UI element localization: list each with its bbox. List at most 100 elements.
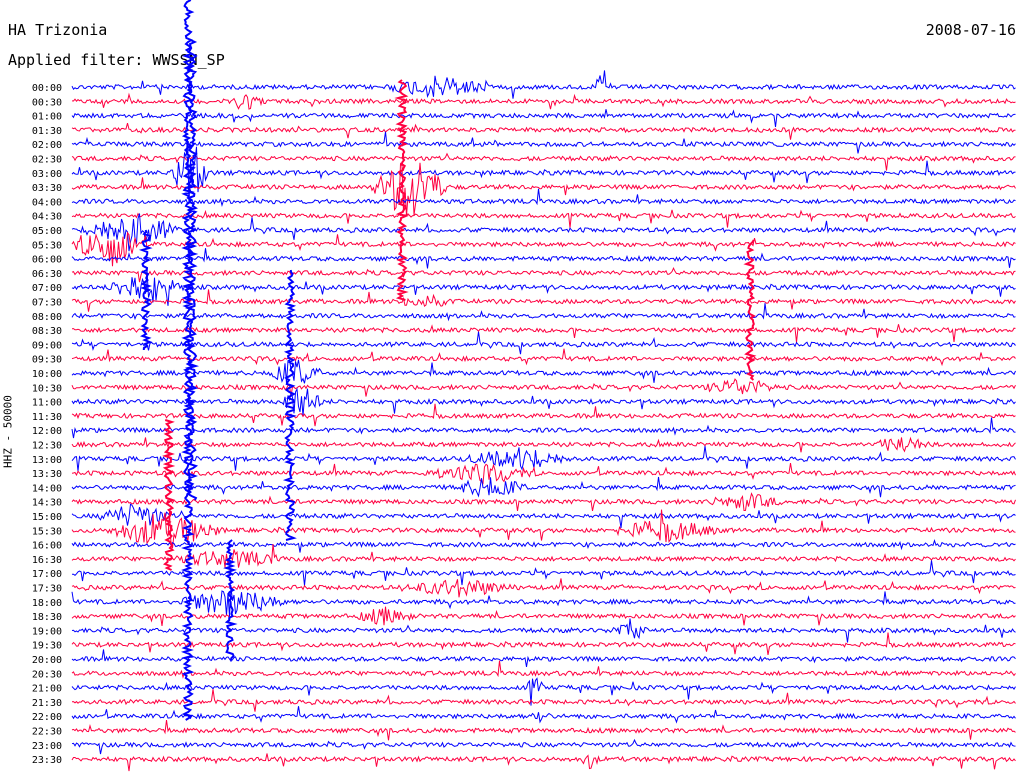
trace-0700 xyxy=(71,269,1016,306)
trace-0130 xyxy=(71,122,1016,140)
time-label-0630: 06:30 xyxy=(32,269,62,280)
event-spike-2 xyxy=(394,79,409,301)
trace-1500 xyxy=(71,503,1016,529)
trace-0000 xyxy=(71,70,1016,99)
event-spike-4 xyxy=(743,239,757,381)
time-label-0200: 02:00 xyxy=(32,140,62,151)
trace-0330 xyxy=(71,162,1016,217)
time-label-0000: 00:00 xyxy=(32,83,62,94)
time-label-1730: 17:30 xyxy=(32,584,62,595)
time-label-1100: 11:00 xyxy=(32,398,62,409)
trace-0600 xyxy=(71,248,1016,269)
trace-1100 xyxy=(71,387,1016,417)
trace-0430 xyxy=(71,209,1016,228)
time-label-2300: 23:00 xyxy=(32,741,62,752)
time-label-0330: 03:30 xyxy=(32,183,62,194)
event-spike-7 xyxy=(223,539,238,661)
time-label-2230: 22:30 xyxy=(32,727,62,738)
time-label-2000: 20:00 xyxy=(32,655,62,666)
time-label-1530: 15:30 xyxy=(32,526,62,537)
trace-1530 xyxy=(71,509,1016,549)
time-label-1400: 14:00 xyxy=(32,483,62,494)
trace-1730 xyxy=(71,578,1016,598)
trace-0830 xyxy=(71,324,1016,343)
trace-0030 xyxy=(71,92,1016,110)
trace-1230 xyxy=(71,436,1016,453)
time-label-2100: 21:00 xyxy=(32,684,62,695)
trace-0730 xyxy=(71,289,1016,312)
traces xyxy=(71,0,1016,772)
trace-0500 xyxy=(71,213,1016,252)
time-label-1600: 16:00 xyxy=(32,541,62,552)
time-label-0100: 01:00 xyxy=(32,112,62,123)
time-label-0730: 07:30 xyxy=(32,298,62,309)
time-label-2130: 21:30 xyxy=(32,698,62,709)
trace-1830 xyxy=(71,606,1016,626)
event-spike-3 xyxy=(282,269,297,541)
trace-1600 xyxy=(71,538,1016,553)
trace-1430 xyxy=(71,492,1016,512)
trace-1200 xyxy=(71,417,1016,439)
time-label-1930: 19:30 xyxy=(32,641,62,652)
trace-2100 xyxy=(71,677,1016,706)
time-label-0230: 02:30 xyxy=(32,155,62,166)
time-label-0930: 09:30 xyxy=(32,355,62,366)
time-label-2200: 22:00 xyxy=(32,712,62,723)
station-title: HA Trizonia xyxy=(8,21,108,39)
time-label-1330: 13:30 xyxy=(32,469,62,480)
trace-1700 xyxy=(72,560,1016,586)
time-label-1300: 13:00 xyxy=(32,455,62,466)
filter-label: Applied filter: WWSSN_SP xyxy=(8,51,225,69)
time-label-1800: 18:00 xyxy=(32,598,62,609)
trace-1000 xyxy=(71,359,1016,384)
trace-0300 xyxy=(71,139,1016,204)
time-label-0130: 01:30 xyxy=(32,126,62,137)
trace-2000 xyxy=(71,649,1016,667)
trace-0930 xyxy=(71,348,1016,367)
event-spike-5 xyxy=(138,229,153,351)
trace-2230 xyxy=(71,720,1016,741)
trace-2130 xyxy=(71,689,1016,712)
time-label-0830: 08:30 xyxy=(32,326,62,337)
event-spike-1 xyxy=(184,39,200,501)
trace-0630 xyxy=(71,267,1016,283)
trace-1930 xyxy=(71,632,1016,655)
time-label-0600: 06:00 xyxy=(32,255,62,266)
time-label-1130: 11:30 xyxy=(32,412,62,423)
time-label-1830: 18:30 xyxy=(32,612,62,623)
event-spike-6 xyxy=(162,419,176,571)
time-label-0530: 05:30 xyxy=(32,240,62,251)
trace-0800 xyxy=(71,303,1016,322)
time-label-0430: 04:30 xyxy=(32,212,62,223)
time-label-1430: 14:30 xyxy=(32,498,62,509)
trace-2030 xyxy=(71,660,1016,679)
time-label-0030: 00:30 xyxy=(32,97,62,108)
trace-1900 xyxy=(71,618,1016,643)
time-label-0900: 09:00 xyxy=(32,340,62,351)
trace-1130 xyxy=(71,403,1016,427)
time-label-1230: 12:30 xyxy=(32,441,62,452)
time-labels: 00:00 00:30 01:00 01:30 02:00 02:30 03:00 03:30… xyxy=(32,83,62,766)
time-label-1030: 10:30 xyxy=(32,383,62,394)
trace-1630 xyxy=(71,543,1016,568)
trace-1800 xyxy=(71,587,1016,617)
time-label-2030: 20:30 xyxy=(32,669,62,680)
trace-2200 xyxy=(71,706,1016,724)
trace-0230 xyxy=(71,152,1016,171)
trace-1400 xyxy=(71,476,1016,498)
trace-2330 xyxy=(71,753,1016,772)
trace-0100 xyxy=(71,109,1016,127)
trace-1030 xyxy=(71,378,1016,397)
time-label-1630: 16:30 xyxy=(32,555,62,566)
trace-0400 xyxy=(71,188,1016,208)
time-label-0800: 08:00 xyxy=(32,312,62,323)
time-label-2330: 23:30 xyxy=(32,755,62,766)
time-label-0400: 04:00 xyxy=(32,197,62,208)
time-label-1000: 10:00 xyxy=(32,369,62,380)
time-label-0300: 03:00 xyxy=(32,169,62,180)
time-label-0700: 07:00 xyxy=(32,283,62,294)
event-spike-0 xyxy=(181,0,196,721)
time-label-1500: 15:00 xyxy=(32,512,62,523)
time-label-1900: 19:00 xyxy=(32,626,62,637)
